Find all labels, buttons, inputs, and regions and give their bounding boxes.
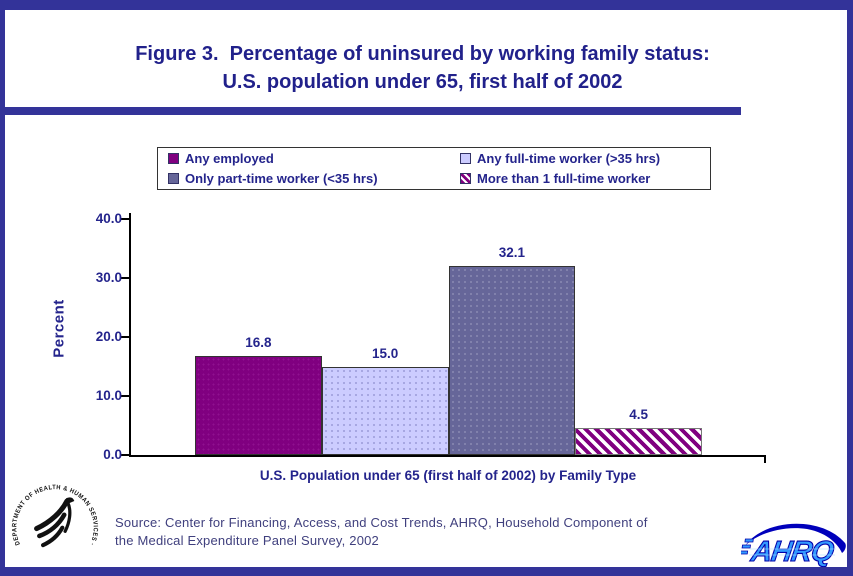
frame-bottom-bar bbox=[0, 567, 853, 576]
bar-value-label: 32.1 bbox=[498, 244, 526, 260]
y-tick-mark bbox=[121, 336, 130, 338]
x-axis-end-tick bbox=[764, 455, 766, 463]
ahrq-wordmark: AHRQ bbox=[741, 536, 837, 567]
page-title-line1: Figure 3. Percentage of uninsured by wor… bbox=[135, 43, 710, 65]
y-axis-line bbox=[129, 213, 131, 457]
y-tick-mark bbox=[121, 218, 130, 220]
legend-swatch-icon bbox=[168, 153, 179, 165]
legend-label: Only part-time worker (<35 hrs) bbox=[185, 170, 378, 186]
legend-swatch-icon bbox=[460, 153, 471, 165]
y-tick-label: 20.0 bbox=[95, 329, 122, 344]
y-tick-label: 40.0 bbox=[95, 211, 122, 226]
eagle-icon bbox=[34, 497, 75, 548]
page-title-line2: U.S. population under 65, first half of … bbox=[222, 71, 623, 93]
y-tick-mark bbox=[121, 395, 130, 397]
legend-item: Any full-time worker (>35 hrs) bbox=[460, 151, 710, 166]
bar-purple bbox=[195, 355, 322, 455]
hhs-eagle-logo: DEPARTMENT OF HEALTH & HUMAN SERVICES · … bbox=[8, 478, 98, 548]
ahrq-logo: AHRQ bbox=[741, 523, 846, 567]
bar-lavender bbox=[321, 366, 449, 455]
frame-right-bar bbox=[847, 0, 853, 576]
ahrq-logo-text: AHRQ bbox=[748, 536, 836, 567]
source-note: Source: Center for Financing, Access, an… bbox=[115, 514, 755, 550]
legend-label: More than 1 full-time worker bbox=[477, 170, 651, 186]
legend-swatch-icon bbox=[168, 172, 179, 184]
source-note-line1: Source: Center for Financing, Access, an… bbox=[115, 515, 648, 530]
title-underline-rule bbox=[0, 107, 741, 115]
legend-label: Any full-time worker (>35 hrs) bbox=[477, 151, 661, 167]
frame-left-bar bbox=[0, 0, 5, 576]
legend-item: More than 1 full-time worker bbox=[460, 171, 710, 186]
ahrq-swoosh bbox=[745, 523, 846, 553]
bar-value-label: 4.5 bbox=[629, 407, 649, 423]
y-tick-label: 0.0 bbox=[103, 447, 122, 462]
legend-swatch-icon bbox=[460, 172, 471, 184]
x-axis-title: U.S. Population under 65 (first half of … bbox=[259, 468, 637, 483]
y-tick-label: 30.0 bbox=[95, 270, 122, 285]
legend-label: Any employed bbox=[185, 151, 274, 167]
frame-top-bar bbox=[0, 0, 853, 10]
bar-slate bbox=[448, 265, 576, 455]
legend-item: Any employed bbox=[168, 151, 460, 166]
chart-legend: Any employed Any full-time worker (>35 hr… bbox=[157, 147, 711, 190]
y-tick-label: 10.0 bbox=[95, 388, 122, 403]
bar-value-label: 16.8 bbox=[245, 334, 272, 350]
legend-item: Only part-time worker (<35 hrs) bbox=[168, 171, 460, 186]
x-axis-line bbox=[129, 455, 766, 457]
bar-hatch bbox=[575, 428, 702, 455]
bar-value-label: 15.0 bbox=[371, 345, 399, 361]
y-axis-title: Percent bbox=[50, 299, 68, 358]
y-tick-mark bbox=[121, 277, 130, 279]
y-tick-mark bbox=[121, 454, 130, 456]
page-title: Figure 3. Percentage of uninsured by wor… bbox=[0, 40, 845, 96]
source-note-line2: the Medical Expenditure Panel Survey, 20… bbox=[115, 533, 379, 548]
